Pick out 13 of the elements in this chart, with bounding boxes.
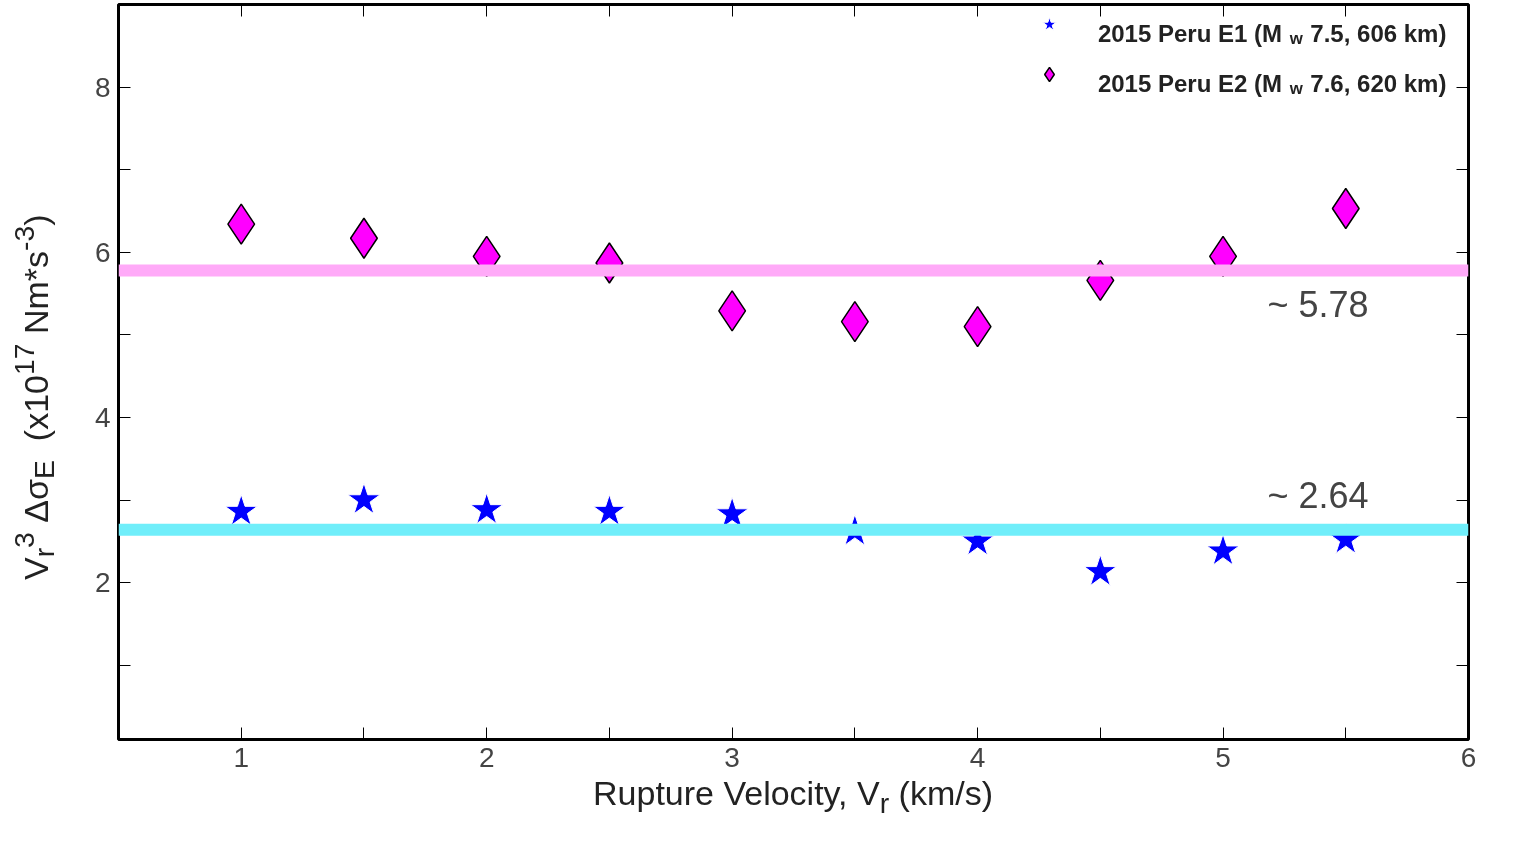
y-tick-label: 2 <box>94 567 111 599</box>
x-tick-label: 4 <box>969 741 986 773</box>
x-tick-label: 2 <box>478 741 495 773</box>
y-tick-label: 4 <box>94 401 111 433</box>
ref-line-label: ~ 5.78 <box>1267 284 1369 326</box>
x-tick-label: 5 <box>1215 741 1231 773</box>
x-tick-label: 6 <box>1460 741 1477 773</box>
x-tick-label: 3 <box>724 741 740 773</box>
y-tick-label: 8 <box>94 71 111 103</box>
x-tick-label: 1 <box>233 741 250 773</box>
ref-line-label: ~ 2.64 <box>1267 474 1369 516</box>
x-axis-title: Rupture Velocity, V$_{r}$ (km/s) <box>593 774 993 819</box>
y-tick-label: 6 <box>94 236 111 268</box>
